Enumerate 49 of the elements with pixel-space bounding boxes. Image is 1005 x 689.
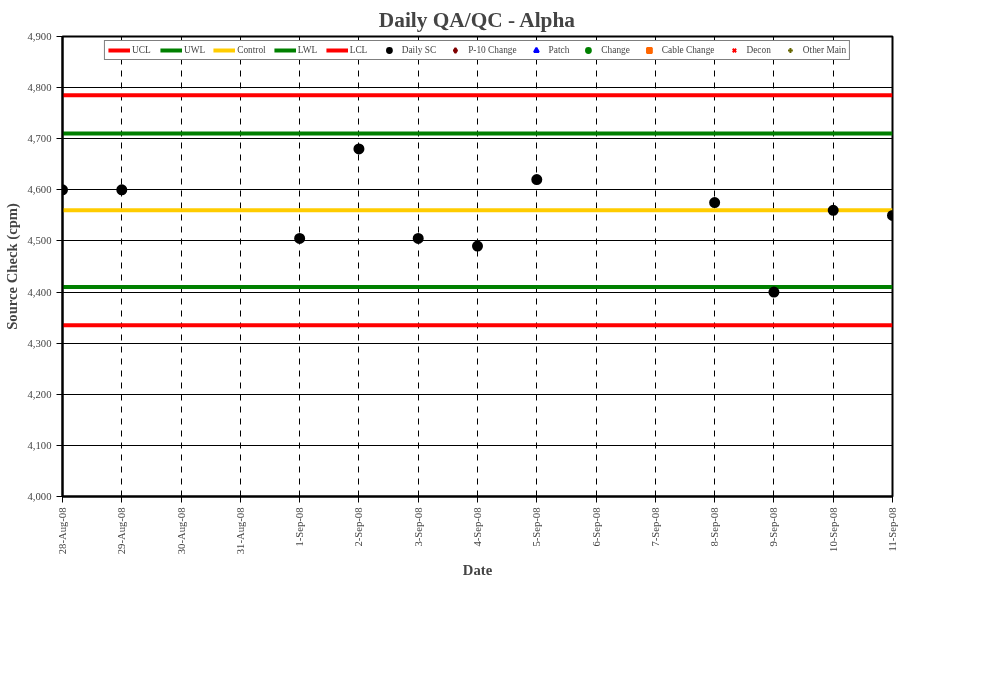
x-tick-label: 10-Sep-08	[827, 507, 839, 552]
y-tick-label: 4,900	[27, 31, 52, 42]
y-tick-label: 4,300	[27, 337, 52, 349]
point	[294, 232, 306, 244]
y-axis-title: Source Check (cpm)	[3, 203, 21, 330]
x-tick-label: 29-Aug-08	[116, 507, 128, 555]
x-tick-label: 4-Sep-08	[472, 507, 483, 547]
chart-title: Daily QA/QC - Alpha	[378, 7, 576, 32]
x-tick-label: 2-Sep-08	[353, 507, 365, 547]
legend-label: Control	[237, 44, 266, 56]
y-tick-label: 4,700	[27, 133, 52, 145]
point	[472, 240, 483, 252]
x-tick-label: 9-Sep-08	[768, 507, 780, 547]
point	[412, 232, 424, 244]
legend-label: UWL	[183, 44, 206, 56]
point	[768, 286, 780, 298]
legend-label: LWL	[297, 44, 318, 56]
legend-label: Change	[601, 44, 630, 56]
y-tick-label: 4,400	[27, 286, 52, 298]
point	[353, 143, 365, 155]
x-tick-label: 3-Sep-08	[412, 507, 424, 547]
x-tick-label: 30-Aug-08	[175, 507, 187, 555]
x-tick-label: 31-Aug-08	[234, 507, 246, 555]
x-axis-title: Date	[462, 562, 493, 579]
legend-label: Cable Change	[661, 44, 715, 56]
legend-label: P-10 Change	[468, 44, 517, 56]
point	[531, 174, 543, 186]
x-tick-label: 6-Sep-08	[590, 507, 602, 547]
y-tick-label: 4,800	[27, 82, 52, 94]
y-tick-label: 4,200	[27, 388, 52, 400]
legend-label: Patch	[548, 44, 570, 56]
x-tick-label: 28-Aug-08	[57, 507, 68, 555]
x-tick-label: 1-Sep-08	[294, 507, 306, 547]
point	[116, 184, 128, 196]
y-tick-label: 4,100	[27, 439, 52, 451]
point	[827, 204, 839, 216]
legend-label: Other Main	[802, 44, 847, 56]
legend-label: Daily SC	[401, 44, 437, 56]
x-tick-label: 11-Sep-08	[887, 507, 898, 552]
x-tick-label: 7-Sep-08	[649, 507, 661, 547]
x-tick-label: 5-Sep-08	[531, 507, 543, 547]
legend-label: UCL	[131, 44, 152, 56]
legend-label: Decon	[746, 44, 771, 56]
x-tick-label: 8-Sep-08	[709, 507, 721, 547]
point	[709, 197, 721, 209]
y-tick-label: 4,000	[27, 491, 52, 502]
legend-label: LCL	[349, 44, 369, 56]
y-tick-label: 4,600	[27, 184, 52, 196]
y-tick-label: 4,500	[27, 235, 52, 247]
